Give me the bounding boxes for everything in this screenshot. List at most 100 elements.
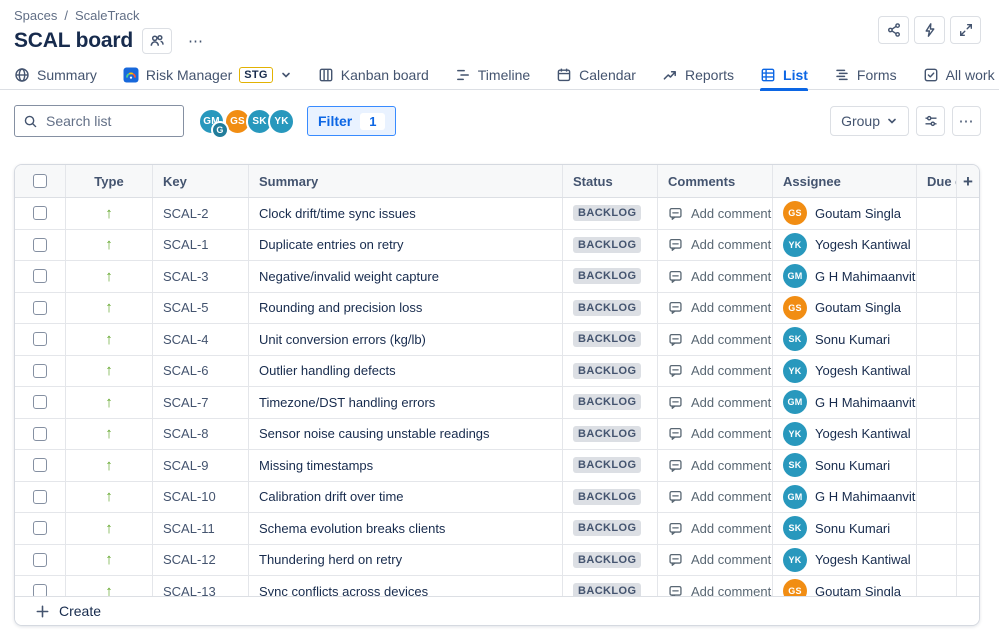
status-badge[interactable]: BACKLOG xyxy=(573,488,642,505)
tab-timeline[interactable]: Timeline xyxy=(455,61,530,90)
add-comment-button[interactable]: Add comment xyxy=(668,237,771,252)
status-cell[interactable]: BACKLOG xyxy=(563,576,658,607)
key-cell[interactable]: SCAL-9 xyxy=(153,450,249,481)
summary-cell[interactable]: Rounding and precision loss xyxy=(249,292,563,323)
status-cell[interactable]: BACKLOG xyxy=(563,261,658,292)
due-date-cell[interactable] xyxy=(917,544,957,575)
board-more-button[interactable]: ⋯ xyxy=(180,28,211,54)
row-checkbox[interactable] xyxy=(33,206,47,221)
select-all-checkbox[interactable] xyxy=(33,174,47,188)
status-cell[interactable]: BACKLOG xyxy=(563,418,658,449)
table-row[interactable]: ↑ SCAL-7 Timezone/DST handling errors BA… xyxy=(15,387,979,419)
assignee-cell[interactable]: GS Goutam Singla xyxy=(773,292,917,323)
comments-cell[interactable]: Add comment xyxy=(658,387,773,418)
summary-cell[interactable]: Calibration drift over time xyxy=(249,481,563,512)
user-avatar[interactable]: YK xyxy=(268,107,295,135)
tab-list[interactable]: List xyxy=(760,61,808,91)
assignee-cell[interactable]: YK Yogesh Kantiwal xyxy=(773,229,917,260)
assignee-cell[interactable]: SK Sonu Kumari xyxy=(773,513,917,544)
summary-cell[interactable]: Outlier handling defects xyxy=(249,355,563,386)
add-comment-button[interactable]: Add comment xyxy=(668,332,771,347)
column-header-assignee[interactable]: Assignee xyxy=(773,165,917,197)
due-date-cell[interactable] xyxy=(917,355,957,386)
add-comment-button[interactable]: Add comment xyxy=(668,300,771,315)
key-cell[interactable]: SCAL-13 xyxy=(153,576,249,607)
row-checkbox[interactable] xyxy=(33,426,47,441)
table-row[interactable]: ↑ SCAL-12 Thundering herd on retry BACKL… xyxy=(15,544,979,576)
tab-summary[interactable]: Summary xyxy=(14,61,97,90)
summary-cell[interactable]: Negative/invalid weight capture xyxy=(249,261,563,292)
add-comment-button[interactable]: Add comment xyxy=(668,426,771,441)
table-row[interactable]: ↑ SCAL-10 Calibration drift over time BA… xyxy=(15,481,979,513)
automation-button[interactable] xyxy=(914,16,945,44)
column-header-due-date[interactable]: Due dat xyxy=(917,165,957,197)
user-avatar[interactable]: G xyxy=(211,121,229,139)
summary-cell[interactable]: Timezone/DST handling errors xyxy=(249,387,563,418)
row-checkbox[interactable] xyxy=(33,584,47,599)
status-cell[interactable]: BACKLOG xyxy=(563,544,658,575)
status-badge[interactable]: BACKLOG xyxy=(573,425,642,442)
group-button[interactable]: Group xyxy=(830,106,909,136)
comments-cell[interactable]: Add comment xyxy=(658,292,773,323)
add-comment-button[interactable]: Add comment xyxy=(668,206,771,221)
status-badge[interactable]: BACKLOG xyxy=(573,551,642,568)
summary-cell[interactable]: Sync conflicts across devices xyxy=(249,576,563,607)
due-date-cell[interactable] xyxy=(917,513,957,544)
tab-all-work[interactable]: All work xyxy=(923,61,995,90)
due-date-cell[interactable] xyxy=(917,324,957,355)
table-row[interactable]: ↑ SCAL-2 Clock drift/time sync issues BA… xyxy=(15,198,979,230)
row-checkbox[interactable] xyxy=(33,489,47,504)
add-comment-button[interactable]: Add comment xyxy=(668,458,771,473)
key-cell[interactable]: SCAL-10 xyxy=(153,481,249,512)
comments-cell[interactable]: Add comment xyxy=(658,418,773,449)
assignee-cell[interactable]: GM G H Mahimaanvita xyxy=(773,261,917,292)
key-cell[interactable]: SCAL-8 xyxy=(153,418,249,449)
tab-calendar[interactable]: Calendar xyxy=(556,61,636,90)
due-date-cell[interactable] xyxy=(917,387,957,418)
row-checkbox[interactable] xyxy=(33,237,47,252)
summary-cell[interactable]: Unit conversion errors (kg/lb) xyxy=(249,324,563,355)
status-badge[interactable]: BACKLOG xyxy=(573,520,642,537)
assignee-cell[interactable]: GM G H Mahimaanvita xyxy=(773,387,917,418)
key-cell[interactable]: SCAL-5 xyxy=(153,292,249,323)
comments-cell[interactable]: Add comment xyxy=(658,450,773,481)
table-row[interactable]: ↑ SCAL-4 Unit conversion errors (kg/lb) … xyxy=(15,324,979,356)
add-comment-button[interactable]: Add comment xyxy=(668,489,771,504)
tab-kanban-board[interactable]: Kanban board xyxy=(318,61,429,90)
key-cell[interactable]: SCAL-1 xyxy=(153,229,249,260)
table-row[interactable]: ↑ SCAL-8 Sensor noise causing unstable r… xyxy=(15,418,979,450)
breadcrumb-project-link[interactable]: ScaleTrack xyxy=(75,8,140,23)
table-row[interactable]: ↑ SCAL-9 Missing timestamps BACKLOG Add … xyxy=(15,450,979,482)
status-cell[interactable]: BACKLOG xyxy=(563,292,658,323)
column-header-key[interactable]: Key xyxy=(153,165,249,197)
table-row[interactable]: ↑ SCAL-11 Schema evolution breaks client… xyxy=(15,513,979,545)
key-cell[interactable]: SCAL-4 xyxy=(153,324,249,355)
summary-cell[interactable]: Schema evolution breaks clients xyxy=(249,513,563,544)
status-badge[interactable]: BACKLOG xyxy=(573,457,642,474)
breadcrumb-spaces-link[interactable]: Spaces xyxy=(14,8,58,23)
assignee-cell[interactable]: GM G H Mahimaanvita xyxy=(773,481,917,512)
assignee-cell[interactable]: YK Yogesh Kantiwal xyxy=(773,544,917,575)
status-cell[interactable]: BACKLOG xyxy=(563,324,658,355)
status-badge[interactable]: BACKLOG xyxy=(573,268,642,285)
status-badge[interactable]: BACKLOG xyxy=(573,236,642,253)
table-row[interactable]: ↑ SCAL-3 Negative/invalid weight capture… xyxy=(15,261,979,293)
column-header-comments[interactable]: Comments xyxy=(658,165,773,197)
tab-forms[interactable]: Forms xyxy=(834,61,897,90)
due-date-cell[interactable] xyxy=(917,450,957,481)
summary-cell[interactable]: Missing timestamps xyxy=(249,450,563,481)
status-badge[interactable]: BACKLOG xyxy=(573,583,642,600)
search-box[interactable] xyxy=(14,105,184,137)
comments-cell[interactable]: Add comment xyxy=(658,481,773,512)
tab-reports[interactable]: Reports xyxy=(662,61,734,90)
key-cell[interactable]: SCAL-11 xyxy=(153,513,249,544)
status-cell[interactable]: BACKLOG xyxy=(563,450,658,481)
add-comment-button[interactable]: Add comment xyxy=(668,269,771,284)
row-checkbox[interactable] xyxy=(33,269,47,284)
row-checkbox[interactable] xyxy=(33,363,47,378)
add-comment-button[interactable]: Add comment xyxy=(668,552,771,567)
row-checkbox[interactable] xyxy=(33,395,47,410)
column-header-status[interactable]: Status xyxy=(563,165,658,197)
comments-cell[interactable]: Add comment xyxy=(658,261,773,292)
table-row[interactable]: ↑ SCAL-1 Duplicate entries on retry BACK… xyxy=(15,229,979,261)
